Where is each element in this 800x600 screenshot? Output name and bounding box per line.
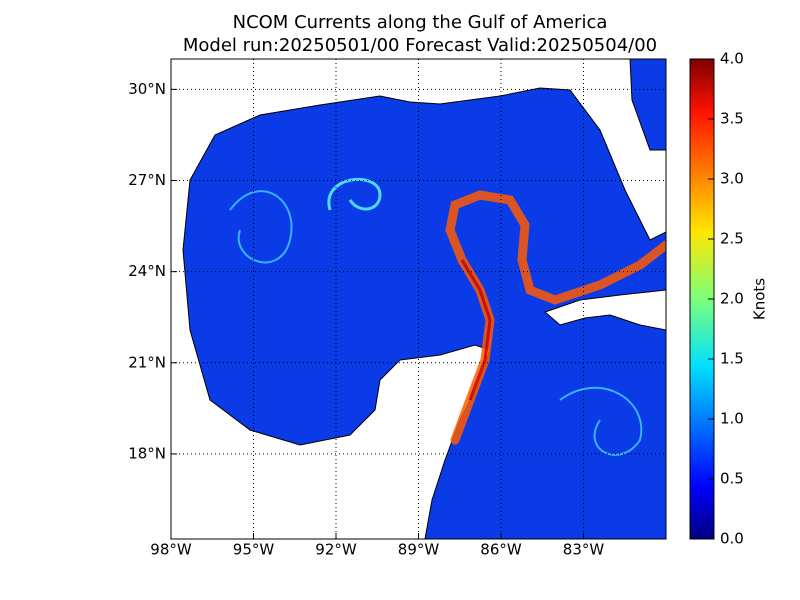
x-tick-label: 83°W — [563, 541, 605, 559]
y-tick-label: 24°N — [128, 262, 166, 280]
colorbar-tick-label: 2.0 — [720, 290, 744, 308]
x-tick-label: 98°W — [150, 541, 192, 559]
loop-current-core — [460, 259, 492, 401]
y-tick-label: 18°N — [128, 444, 166, 462]
colorbar-tick-label: 3.5 — [720, 110, 744, 128]
x-tick-label: 92°W — [315, 541, 357, 559]
eddy — [327, 177, 382, 211]
x-tick-label: 86°W — [480, 541, 522, 559]
cuba — [544, 289, 666, 331]
map-title: NCOM Currents along the Gulf of America — [233, 12, 608, 33]
x-tick-label: 89°W — [398, 541, 440, 559]
eddy — [559, 386, 643, 456]
colorbar-tick-label: 0.5 — [720, 470, 744, 488]
colorbar-tick-label: 4.0 — [720, 50, 744, 68]
ocean — [182, 59, 666, 539]
colorbar-tick-label: 1.5 — [720, 350, 744, 368]
map-subtitle: Model run:20250501/00 Forecast Valid:202… — [183, 35, 657, 56]
eddy — [229, 190, 293, 264]
colorbar-tick-label: 0.0 — [720, 530, 744, 548]
colorbar-tick-label: 2.5 — [720, 230, 744, 248]
y-tick-label: 21°N — [128, 353, 166, 371]
colorbar-tick-label: 3.0 — [720, 170, 744, 188]
y-tick-label: 30°N — [128, 80, 166, 98]
colorbar-tick-label: 1.0 — [720, 410, 744, 428]
x-tick-label: 95°W — [233, 541, 275, 559]
y-tick-label: 27°N — [128, 171, 166, 189]
colorbar-label: Knots — [751, 278, 769, 320]
